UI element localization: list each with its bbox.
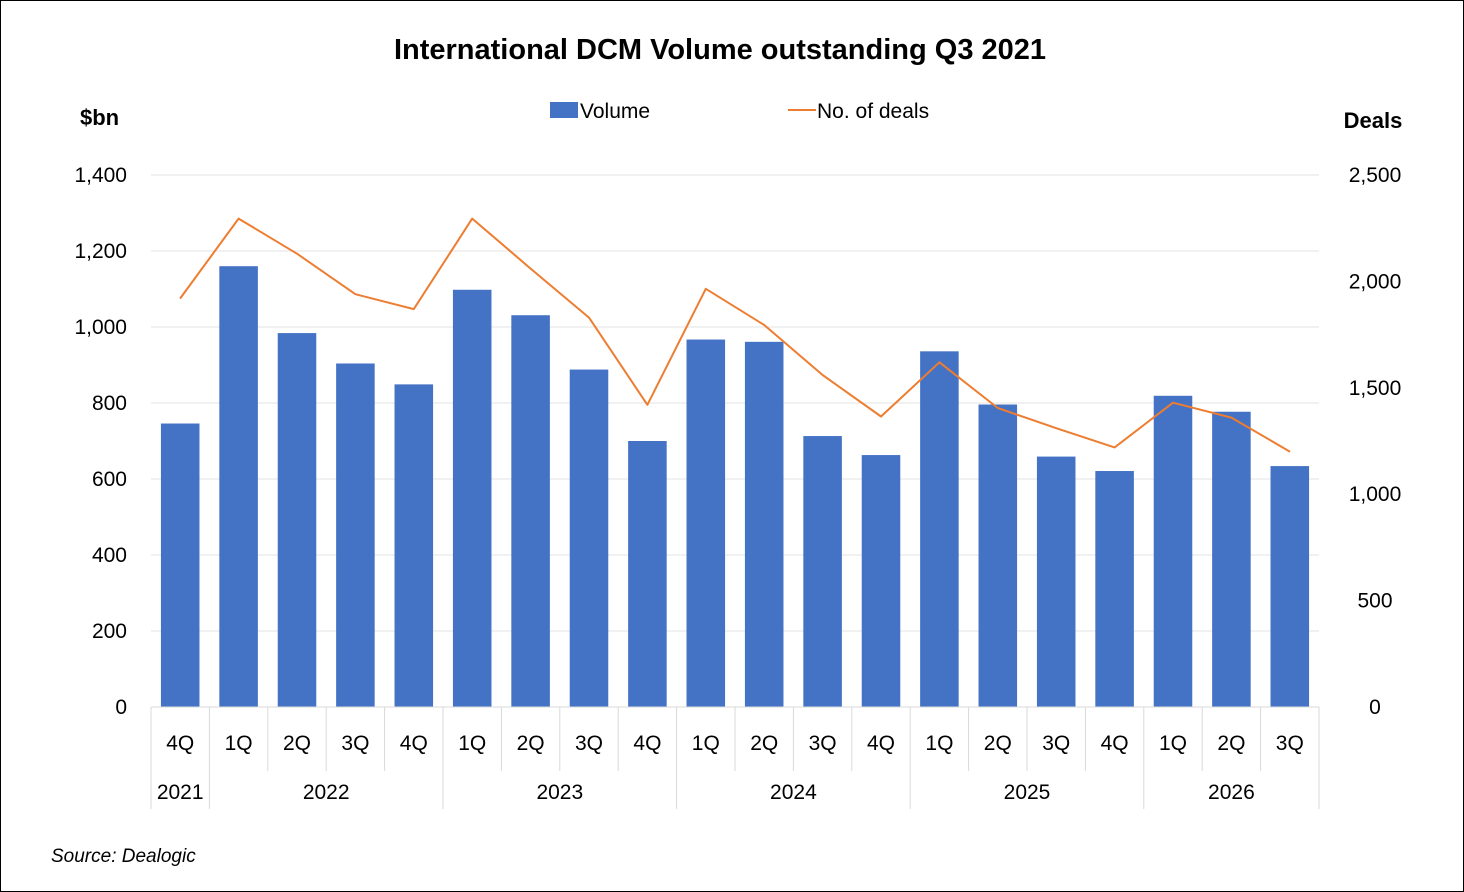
quarter-label: 1Q [225,732,253,755]
left-tick-label: 200 [92,620,127,643]
deals-point [530,268,532,270]
right-tick-label: 1,500 [1349,377,1402,400]
deals-point [822,374,824,376]
quarter-label: 2Q [984,732,1012,755]
right-axis-ticks: 0 500 1,000 1,500 2,000 2,500 [1349,164,1402,719]
right-tick-label: 2,500 [1349,164,1402,187]
bars-volume [160,266,1310,707]
volume-bar [920,351,959,707]
deals-point [938,361,940,363]
deals-point [238,218,240,220]
legend-label-deals: No. of deals [817,100,929,123]
left-tick-label: 0 [115,696,127,719]
right-tick-label: 2,000 [1349,270,1402,293]
volume-bar [978,404,1018,707]
deals-point [354,293,356,295]
left-tick-label: 1,000 [74,316,127,339]
deals-point [471,218,473,220]
category-axis: 4Q 1Q 2Q 3Q 4Q 1Q 2Q 3Q 4Q 1Q 2Q 3Q 4Q 1Q 2Q 3Q 4Q 1Q 2Q 3Q… [150,706,1320,809]
quarter-label: 4Q [633,732,661,755]
left-tick-label: 1,400 [74,164,127,187]
deals-point [1055,427,1057,429]
volume-bar [1036,456,1076,707]
quarter-label: 1Q [692,732,720,755]
deals-point [588,317,590,319]
quarter-label: 4Q [867,732,895,755]
volume-bar [1270,466,1310,707]
year-label: 2021 [157,781,204,804]
volume-bar [1153,395,1193,707]
deals-point [1114,446,1116,448]
volume-bar [803,436,842,707]
left-tick-label: 1,200 [74,240,127,263]
year-label: 2026 [1208,781,1255,804]
gridlines [151,174,1319,632]
volume-bar [569,369,609,707]
quarter-label: 4Q [1101,732,1129,755]
volume-bar [452,289,492,707]
volume-bar [160,423,200,707]
deals-point [705,288,707,290]
right-axis-title: Deals [1344,108,1403,133]
quarter-label: 3Q [809,732,837,755]
quarter-label: 2Q [517,732,545,755]
volume-bar [336,363,375,707]
volume-bar [277,333,317,707]
right-tick-label: 500 [1357,590,1392,613]
year-label: 2025 [1004,781,1051,804]
deals-point [997,407,999,409]
quarter-label: 1Q [1159,732,1187,755]
source-note: Source: Dealogic [51,846,196,867]
deals-point [646,404,648,406]
deals-point [763,324,765,326]
deals-point [1172,402,1174,404]
left-tick-label: 600 [92,468,127,491]
quarter-label: 4Q [166,732,194,755]
volume-bar [1212,411,1251,707]
quarter-label: 3Q [341,732,369,755]
legend-swatch-volume [550,102,578,118]
volume-bar [744,341,784,707]
deals-point [1230,417,1232,419]
volume-bar [1095,471,1134,707]
deals-point [296,253,298,255]
deals-point [1289,451,1291,453]
right-tick-label: 0 [1369,696,1381,719]
quarter-label: 1Q [925,732,953,755]
year-label: 2024 [770,781,817,804]
line-deals [179,217,1291,453]
quarter-label: 3Q [1042,732,1070,755]
quarter-label: 2Q [1217,732,1245,755]
volume-bar [219,266,258,707]
quarter-label: 2Q [750,732,778,755]
deals-point [880,416,882,418]
left-tick-label: 800 [92,392,127,415]
right-tick-label: 1,000 [1349,483,1402,506]
left-tick-label: 400 [92,544,127,567]
year-label: 2023 [536,781,583,804]
volume-bar [686,339,726,707]
chart-title: International DCM Volume outstanding Q3 … [394,34,1046,66]
deals-point [413,308,415,310]
volume-bar [628,441,667,707]
left-axis-ticks: 0 200 400 600 800 1,000 1,200 1,400 [74,164,127,719]
volume-bar [394,384,434,707]
legend: Volume No. of deals [550,100,929,123]
legend-label-volume: Volume [580,100,650,123]
deals-line [179,217,1291,453]
volume-bar [511,315,550,707]
deals-point [179,297,181,299]
quarter-label: 1Q [458,732,486,755]
quarter-label: 2Q [283,732,311,755]
left-axis-title: $bn [80,105,119,130]
quarter-label: 3Q [1276,732,1304,755]
quarter-label: 3Q [575,732,603,755]
quarter-label: 4Q [400,732,428,755]
volume-bar [861,455,901,707]
year-label: 2022 [303,781,350,804]
